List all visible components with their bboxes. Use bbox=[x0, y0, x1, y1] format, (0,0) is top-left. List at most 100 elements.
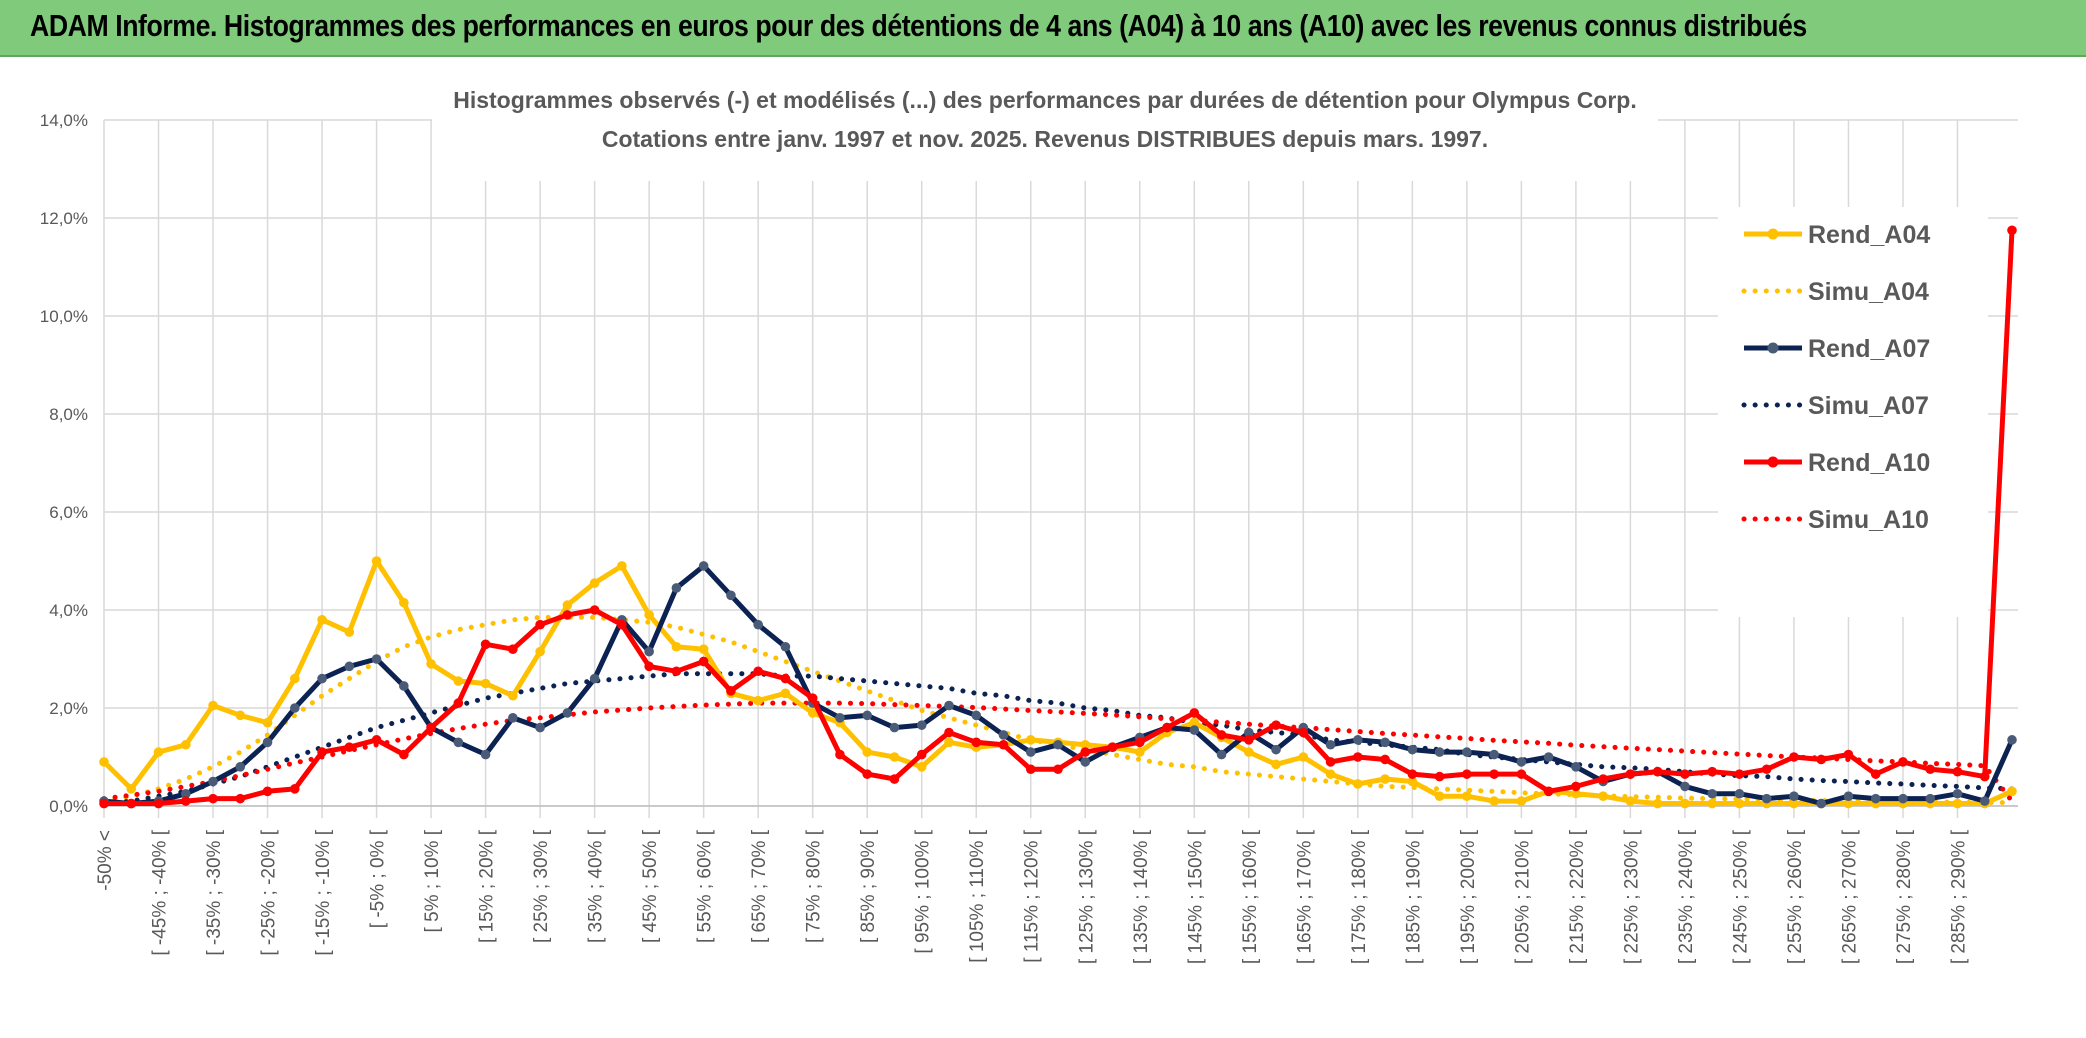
x-tick-label: [ 235% ; 240% [ bbox=[1676, 829, 1697, 964]
data-point bbox=[1353, 779, 1363, 789]
data-point bbox=[453, 698, 464, 708]
data-point bbox=[1298, 752, 1309, 762]
data-point bbox=[1189, 708, 1200, 718]
data-point bbox=[1380, 774, 1390, 784]
data-point bbox=[1380, 737, 1390, 748]
data-point bbox=[1107, 742, 1118, 752]
data-point bbox=[262, 717, 273, 728]
data-point bbox=[753, 695, 763, 706]
data-point bbox=[780, 641, 791, 652]
x-axis-ticks: -50% < [ -45% ; -40% [[ -35% ; -30% [[ -2… bbox=[95, 829, 1969, 964]
data-point bbox=[780, 673, 791, 684]
data-point bbox=[1789, 752, 1799, 762]
data-point bbox=[644, 610, 654, 620]
data-point bbox=[862, 747, 872, 757]
data-point bbox=[1925, 764, 1936, 775]
data-point bbox=[562, 708, 573, 718]
legend-item-simu_a04: Simu_A04 bbox=[1741, 278, 1929, 306]
data-point bbox=[344, 742, 355, 752]
data-point bbox=[1053, 764, 1063, 775]
x-tick-label: [ -45% ; -40% [ bbox=[150, 829, 171, 955]
data-point bbox=[726, 686, 736, 696]
x-tick-label: [ 285% ; 290% [ bbox=[1948, 829, 1969, 964]
data-point bbox=[971, 710, 982, 721]
series-lines bbox=[99, 225, 2017, 809]
data-point bbox=[1025, 764, 1036, 775]
x-tick-label: [ 125% ; 130% [ bbox=[1076, 829, 1097, 964]
data-point bbox=[371, 556, 382, 566]
data-point bbox=[1080, 747, 1091, 757]
report-banner: ADAM Informe. Histogrammes des performan… bbox=[0, 0, 2086, 57]
data-point bbox=[1898, 793, 1908, 804]
report-title: ADAM Informe. Histogrammes des performan… bbox=[30, 8, 1807, 43]
data-point bbox=[589, 673, 600, 684]
data-point bbox=[535, 646, 545, 657]
legend-label: Simu_A07 bbox=[1808, 392, 1929, 420]
data-point bbox=[1189, 725, 1200, 735]
data-point bbox=[317, 673, 327, 684]
data-point bbox=[1952, 766, 1963, 777]
x-tick-label: [ -15% ; -10% [ bbox=[313, 829, 334, 955]
data-point bbox=[726, 590, 736, 601]
data-point bbox=[562, 600, 573, 610]
data-point bbox=[1353, 735, 1363, 745]
data-point bbox=[99, 757, 109, 767]
x-tick-label: [ 165% ; 170% [ bbox=[1294, 829, 1315, 964]
data-point bbox=[944, 727, 954, 738]
data-point bbox=[1571, 788, 1581, 799]
data-point bbox=[889, 752, 900, 762]
x-tick-label: [ 105% ; 110% [ bbox=[967, 829, 988, 962]
data-point bbox=[671, 583, 682, 593]
data-point bbox=[944, 700, 954, 711]
data-point bbox=[698, 644, 709, 654]
data-point bbox=[453, 737, 464, 748]
data-point bbox=[1134, 747, 1145, 757]
data-point bbox=[1543, 752, 1554, 762]
data-point bbox=[944, 737, 954, 748]
data-point bbox=[835, 749, 845, 760]
data-point bbox=[1952, 798, 1963, 809]
data-point bbox=[180, 788, 191, 799]
data-point bbox=[671, 666, 682, 677]
data-point bbox=[1380, 754, 1390, 765]
legend-label: Simu_A10 bbox=[1808, 506, 1929, 534]
y-tick-label: 12,0% bbox=[40, 209, 88, 228]
data-point bbox=[1707, 798, 1717, 809]
data-point bbox=[753, 666, 763, 677]
data-point bbox=[1407, 744, 1418, 755]
data-point bbox=[807, 708, 818, 718]
data-point bbox=[1734, 769, 1745, 779]
data-point bbox=[480, 749, 491, 760]
data-point bbox=[1080, 739, 1091, 750]
legend-label: Rend_A10 bbox=[1808, 449, 1930, 477]
legend-marker bbox=[1767, 342, 1779, 354]
data-point bbox=[617, 619, 627, 630]
data-point bbox=[753, 619, 763, 630]
data-point bbox=[1571, 762, 1581, 772]
data-point bbox=[126, 798, 137, 809]
data-point bbox=[1843, 749, 1854, 760]
data-point bbox=[1216, 749, 1227, 760]
data-point bbox=[1244, 735, 1254, 745]
data-point bbox=[698, 561, 709, 571]
legend-item-rend_a07: Rend_A07 bbox=[1744, 335, 1930, 363]
data-point bbox=[1680, 798, 1690, 809]
data-point bbox=[1625, 769, 1636, 779]
x-tick-label: [ -35% ; -30% [ bbox=[204, 829, 225, 955]
data-point bbox=[235, 710, 246, 721]
data-point bbox=[1843, 791, 1854, 801]
data-point bbox=[1516, 757, 1527, 767]
x-tick-label: [ 265% ; 270% [ bbox=[1839, 829, 1860, 964]
data-point bbox=[1325, 757, 1336, 767]
chart-legend: Rend_A04 Simu_A04 Rend_A07 Simu_A07 Rend_A10… bbox=[1741, 221, 1930, 534]
data-point bbox=[889, 774, 900, 784]
data-point bbox=[807, 693, 818, 703]
data-point bbox=[1598, 774, 1608, 784]
histogram-chart: 0,0% 2,0% 4,0% 6,0% 8,0% 10,0% 12,0% 14,0% -50%… bbox=[0, 57, 2086, 1033]
data-point bbox=[617, 561, 627, 571]
series-line-simu_a04 bbox=[101, 614, 2015, 806]
data-point bbox=[1925, 793, 1936, 804]
data-point bbox=[1489, 796, 1499, 806]
data-point bbox=[290, 703, 300, 713]
data-point bbox=[1080, 757, 1091, 767]
